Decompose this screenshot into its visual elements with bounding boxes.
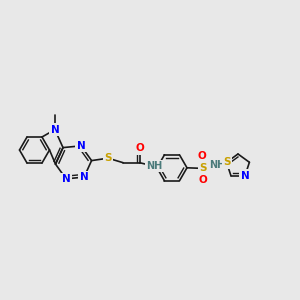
- Text: N: N: [62, 174, 70, 184]
- Text: S: S: [104, 153, 112, 163]
- Text: N: N: [241, 171, 249, 181]
- Text: S: S: [223, 157, 230, 167]
- Text: O: O: [135, 143, 144, 153]
- Text: N: N: [50, 124, 59, 135]
- Text: N: N: [50, 124, 59, 135]
- Text: N: N: [80, 172, 88, 182]
- Text: S: S: [199, 164, 206, 173]
- Text: N: N: [62, 174, 70, 184]
- Text: NH: NH: [146, 161, 163, 171]
- Text: N: N: [241, 171, 249, 181]
- Text: N: N: [80, 172, 88, 182]
- Text: NH: NH: [209, 160, 226, 170]
- Text: O: O: [199, 176, 208, 185]
- Text: O: O: [135, 143, 144, 153]
- Text: N: N: [77, 141, 85, 151]
- Text: O: O: [198, 152, 206, 161]
- Text: S: S: [104, 153, 112, 163]
- Text: N: N: [50, 124, 59, 135]
- Text: NH: NH: [209, 160, 226, 170]
- Text: NH: NH: [146, 161, 163, 171]
- Text: O: O: [198, 152, 206, 161]
- Text: S: S: [223, 157, 230, 167]
- Text: O: O: [199, 176, 208, 185]
- Text: S: S: [199, 164, 206, 173]
- Text: N: N: [77, 141, 85, 151]
